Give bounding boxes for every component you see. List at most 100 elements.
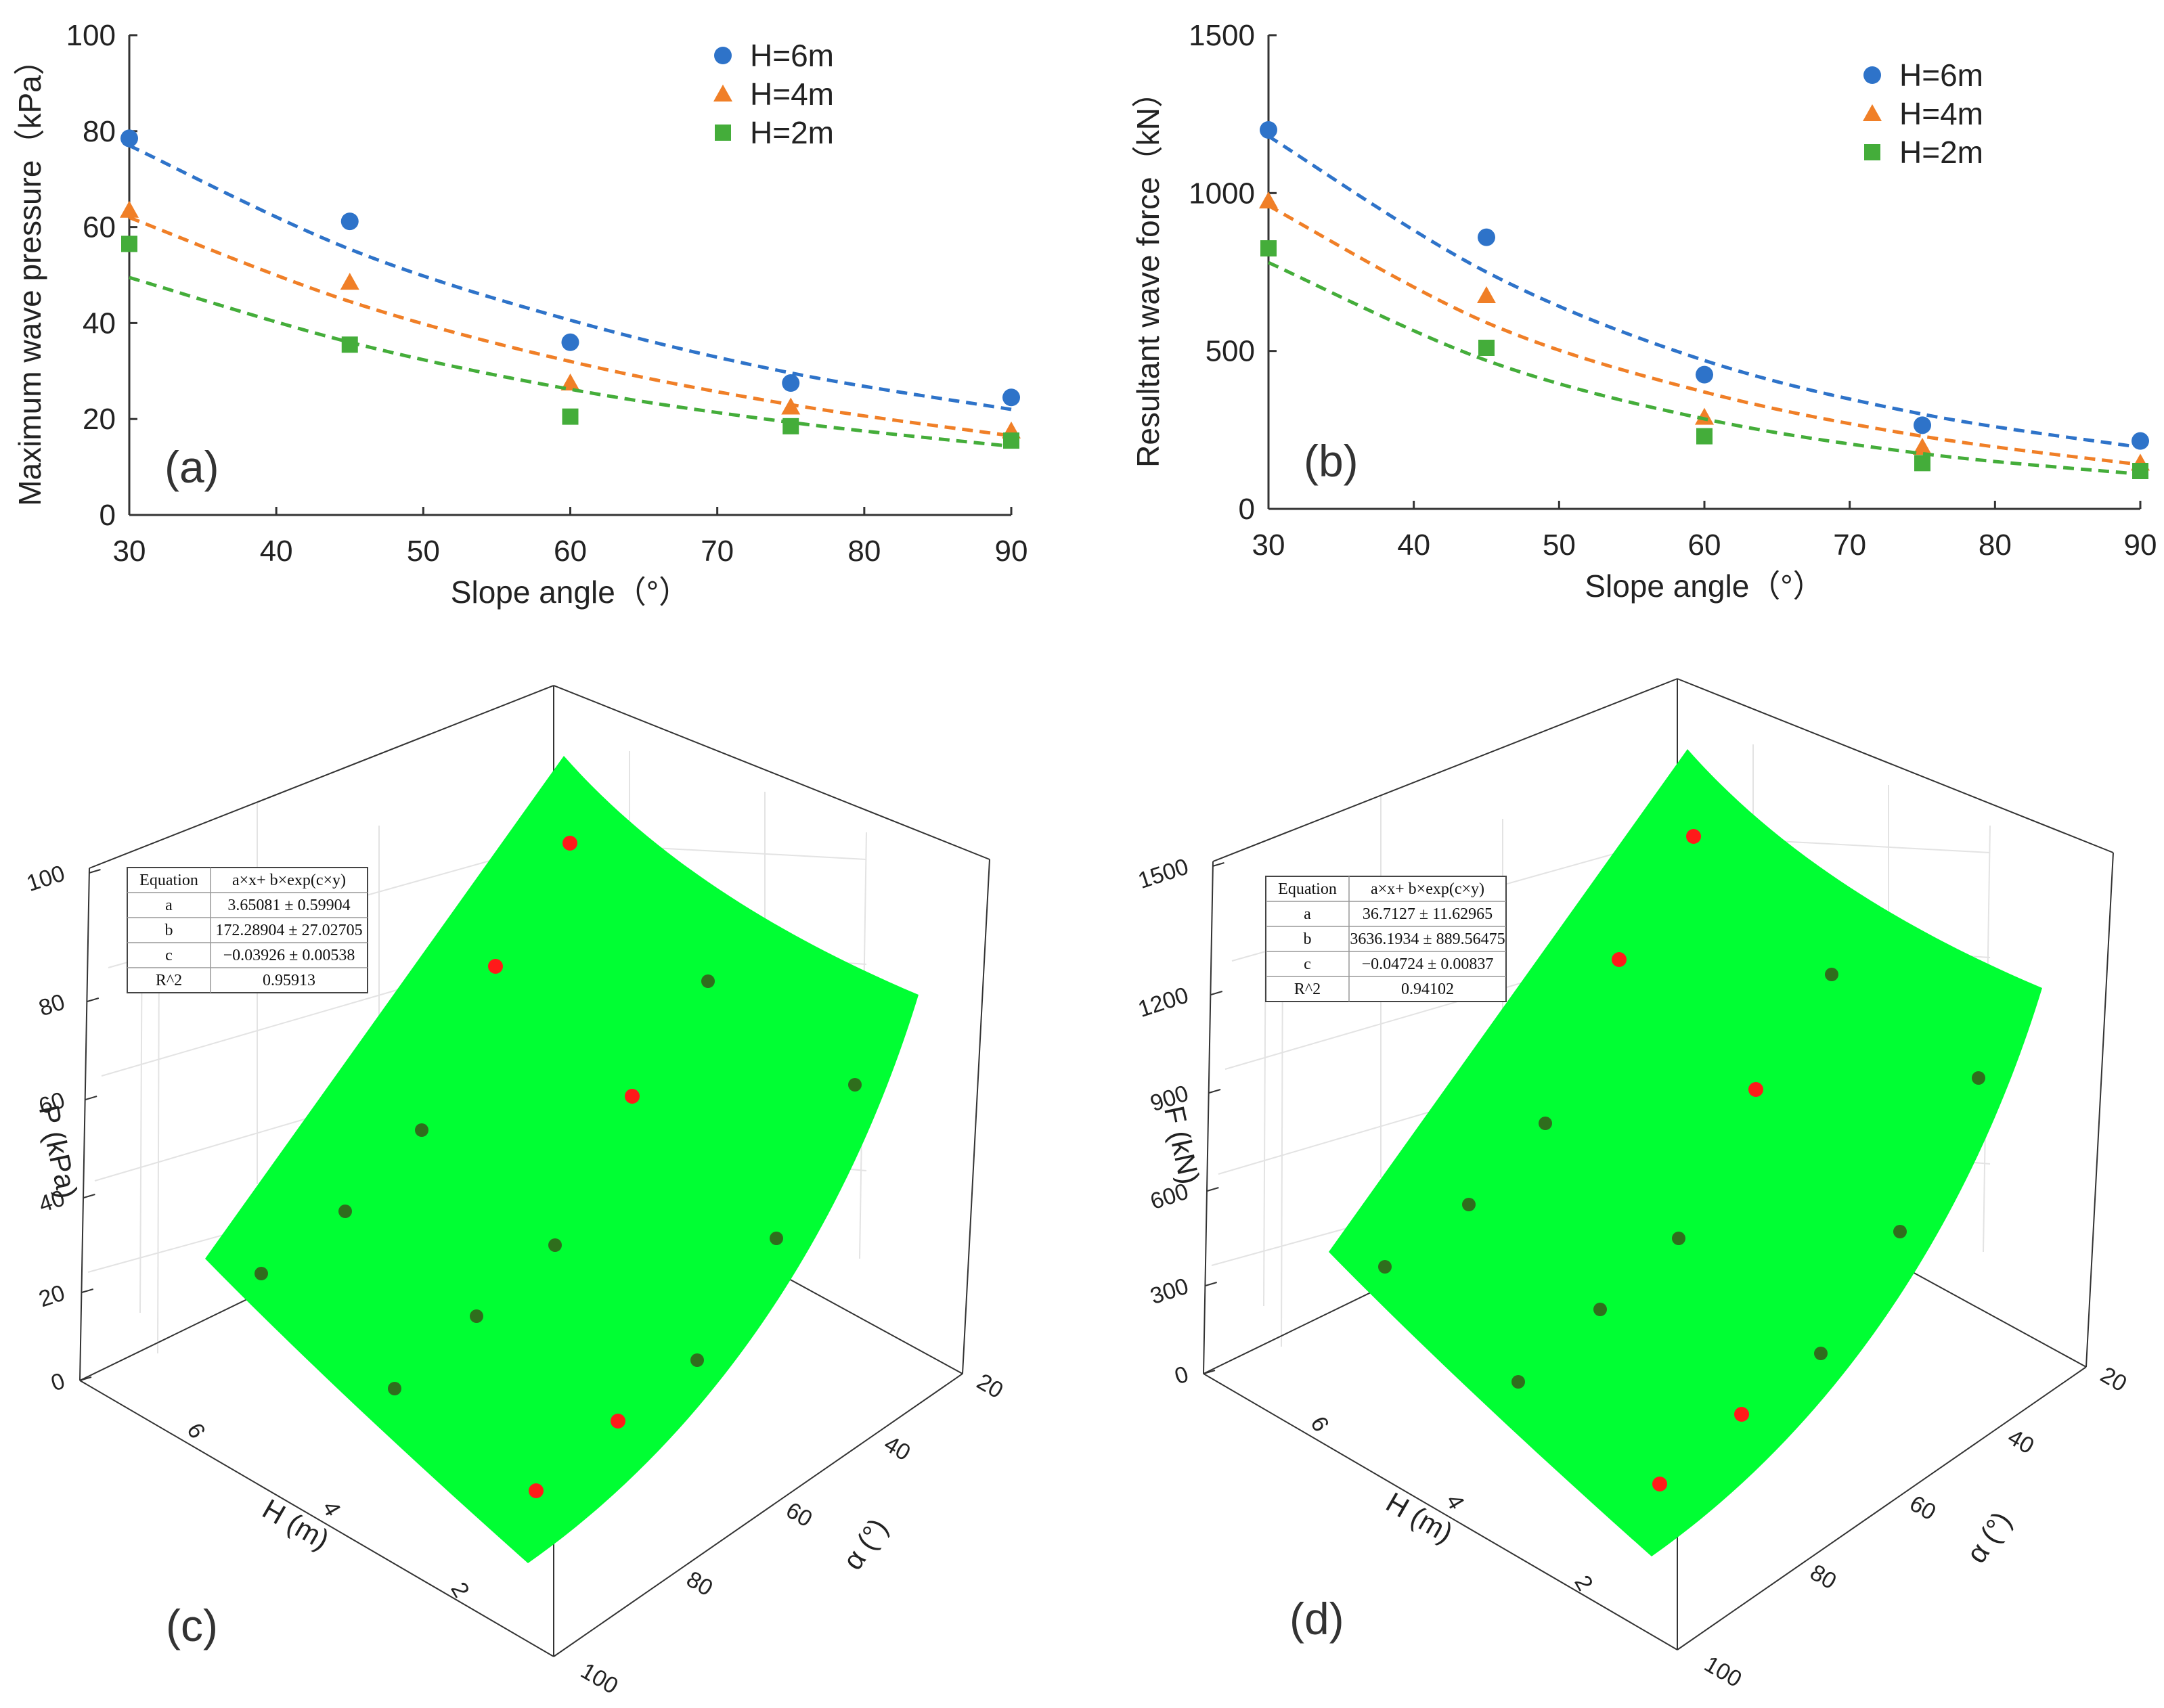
panel-b-x-tick-label: 50	[1543, 529, 1576, 562]
panel-b-legend-marker	[1864, 144, 1880, 160]
panel-c-data-point	[470, 1309, 483, 1323]
panel-b-point	[1260, 121, 1277, 139]
panel-b-point	[1695, 407, 1714, 425]
panel-a-y-tick-label: 20	[83, 403, 116, 436]
panel-a-x-axis-title: Slope angle（°）	[451, 575, 690, 610]
panel-b-point	[2132, 463, 2148, 479]
panel-d-data-point	[1652, 1477, 1667, 1491]
panel-a-point	[1003, 432, 1019, 449]
panel-a-y-tick-label: 80	[83, 115, 116, 148]
panel-c-data-point	[690, 1353, 704, 1367]
panel-c-fit-table-cell: a	[165, 897, 173, 914]
panel-d-data-point	[1593, 1303, 1607, 1316]
panel-d-fit-table-cell: Equation	[1278, 880, 1337, 898]
panel-b-y-tick-label: 500	[1206, 335, 1255, 368]
panel-d-data-point	[1462, 1198, 1476, 1211]
panel-c-axis-edge	[89, 685, 554, 869]
panel-d-fit-table-cell: 3636.1934 ± 889.56475	[1350, 930, 1505, 948]
panel-c-fit-table-cell: Equation	[139, 872, 198, 889]
panel-b-point	[1914, 416, 1931, 434]
panel-d-data-point	[1748, 1082, 1763, 1097]
panel-d-panel-label: (d)	[1289, 1594, 1344, 1644]
panel-c-z-tick	[87, 997, 100, 1002]
panel-d-axis-edge	[1677, 1366, 2087, 1650]
panel-d-grid-line	[1281, 940, 1283, 1347]
panel-d-fit-table-cell: R^2	[1294, 981, 1321, 998]
panel-a-legend-marker	[715, 125, 731, 141]
panel-a-point	[341, 336, 358, 353]
panel-c-fit-table-cell: 3.65081 ± 0.59904	[227, 897, 350, 914]
panel-a-point	[340, 212, 359, 231]
panel-b-x-tick-label: 90	[2124, 529, 2157, 562]
panel-c-fit-table-cell: 0.95913	[263, 972, 315, 989]
panel-b-point	[2132, 432, 2149, 450]
panel-a-fit-curve-2	[129, 275, 1012, 449]
panel-b-point	[1696, 365, 1713, 384]
panel-d-data-point	[1814, 1347, 1828, 1360]
panel-a-y-tick-label: 0	[100, 499, 116, 532]
panel-b-point	[1478, 228, 1495, 246]
panel-d-data-point	[1378, 1260, 1392, 1274]
panel-d-z-tick	[1207, 1187, 1219, 1192]
panel-b-fit-curve-2	[1267, 261, 2141, 476]
panel-c-data-point	[701, 974, 715, 988]
panel-b-fit-curve-1	[1267, 204, 2141, 467]
panel-d-axis-edge	[1203, 1373, 1678, 1650]
panel-a-x-tick-label: 80	[847, 535, 881, 568]
panel-d-fit-table-cell: a	[1304, 905, 1311, 923]
panel-d-data-point	[1612, 952, 1627, 967]
panel-a-point	[782, 374, 800, 392]
panel-c-data-point	[562, 836, 577, 851]
panel-d-axis-edge	[2085, 852, 2114, 1368]
panel-b-x-tick-label: 60	[1688, 529, 1721, 562]
panel-d-axis-edge	[1203, 861, 1214, 1374]
panel-c-data-point	[338, 1205, 352, 1218]
panel-c-data-point	[488, 959, 503, 974]
panel-a: 30 40 50 60 70 80 90 0 20 40 60 80 100 Slope angle（°）…	[12, 19, 1028, 610]
panel-c-data-point	[548, 1238, 562, 1252]
panel-a-legend-label: H=2m	[750, 115, 834, 150]
panel-a-point	[781, 397, 801, 415]
panel-c-fit-table-frame	[127, 867, 368, 993]
panel-b-point	[1478, 340, 1495, 356]
panel-b-point	[1477, 286, 1496, 303]
panel-c-data-point	[611, 1414, 625, 1429]
panel-c-grid-line	[157, 947, 160, 1354]
panel-d-data-point	[1539, 1117, 1552, 1130]
panel-b-legend-marker	[1863, 104, 1882, 121]
panel-b-x-tick-label: 70	[1833, 529, 1866, 562]
panel-c-fit-surface	[205, 756, 919, 1563]
panel-b-y-tick-label: 1000	[1189, 177, 1255, 210]
panel-a-legend-label: H=4m	[750, 76, 834, 112]
panel-b-y-axis-title: Resultant wave force（kN）	[1130, 76, 1166, 468]
panel-a-legend-label: H=6m	[750, 38, 834, 73]
panel-d-data-point	[1686, 829, 1701, 844]
panel-a-point	[120, 129, 138, 148]
panel-d-data-point	[1972, 1071, 1985, 1085]
panel-a-point	[1002, 388, 1020, 407]
panel-a-y-axis-title: Maximum wave pressure（kPa）	[12, 44, 47, 506]
panel-d-z-tick	[1212, 862, 1224, 867]
panel-a-point	[562, 408, 579, 425]
panel-b-legend-marker	[1863, 66, 1881, 84]
panel-a-legend-marker	[714, 47, 732, 64]
panel-b-point	[1696, 428, 1713, 445]
panel-c-fit-table-cell: −0.03926 ± 0.00538	[223, 947, 355, 964]
panel-d-fit-table-cell: −0.04724 ± 0.00837	[1362, 956, 1494, 973]
panel-c-data-point	[625, 1089, 640, 1104]
panel-d-axis-edge	[1677, 678, 2114, 853]
panel-c-fit-table: Equation a×x+ b×exp(c×y) a 3.65081 ± 0.5990…	[127, 867, 368, 993]
panel-d-data-point	[1734, 1407, 1749, 1422]
panel-d-fit-table: Equation a×x+ b×exp(c×y) a 36.7127 ± 11.629…	[1265, 876, 1507, 1002]
panel-c-data-point	[255, 1267, 268, 1280]
panel-c-axis-edge	[962, 859, 990, 1374]
panel-b-point	[1260, 240, 1277, 256]
panel-c-axis-edge	[79, 1380, 554, 1657]
panel-c-panel-label: (c)	[166, 1600, 218, 1650]
panel-c-fit-table-cell: c	[165, 947, 173, 964]
panel-a-fit-curve-0	[128, 143, 1012, 411]
panel-b-x-tick-label: 30	[1252, 529, 1285, 562]
panel-c-axis-edge	[553, 685, 990, 860]
